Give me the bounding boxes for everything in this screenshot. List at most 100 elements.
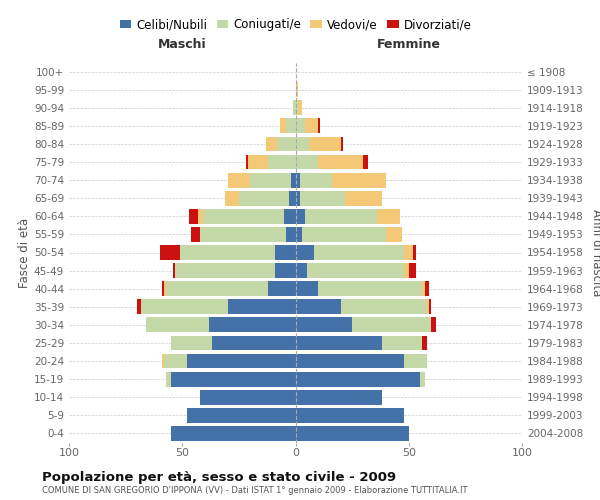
Bar [307,263,404,278]
Bar [189,209,198,224]
Bar [171,426,296,441]
Bar [341,300,427,314]
Legend: Celibi/Nubili, Coniugati/e, Vedovi/e, Divorziati/e: Celibi/Nubili, Coniugati/e, Vedovi/e, Di… [115,14,476,36]
Bar [404,354,427,368]
Bar [209,318,296,332]
Bar [298,100,302,115]
Bar [409,263,416,278]
Bar [296,100,298,115]
Bar [346,191,382,206]
Bar [225,191,239,206]
Bar [300,172,332,188]
Bar [296,372,420,386]
Bar [268,282,296,296]
Bar [352,318,431,332]
Bar [404,263,409,278]
Bar [166,282,268,296]
Bar [422,282,425,296]
Bar [296,118,305,134]
Bar [404,245,413,260]
Bar [296,209,305,224]
Y-axis label: Fasce di età: Fasce di età [18,218,31,288]
Bar [291,172,296,188]
Bar [162,282,164,296]
Bar [266,136,277,152]
Bar [309,136,341,152]
Bar [286,118,296,134]
Bar [296,408,404,423]
Bar [200,227,286,242]
Bar [250,172,291,188]
Bar [284,209,296,224]
Bar [203,209,284,224]
Bar [296,172,300,188]
Bar [227,172,250,188]
Bar [142,300,227,314]
Bar [293,100,296,115]
Bar [227,300,296,314]
Bar [431,318,436,332]
Bar [341,136,343,152]
Text: Popolazione per età, sesso e stato civile - 2009: Popolazione per età, sesso e stato civil… [42,471,396,484]
Bar [296,336,382,350]
Bar [429,300,431,314]
Bar [164,282,166,296]
Bar [146,318,209,332]
Bar [212,336,296,350]
Bar [296,245,314,260]
Bar [198,209,203,224]
Bar [162,354,164,368]
Bar [302,227,386,242]
Bar [275,245,296,260]
Bar [296,426,409,441]
Bar [280,118,286,134]
Bar [248,154,268,170]
Bar [137,300,142,314]
Bar [296,390,382,404]
Bar [191,227,200,242]
Bar [364,154,368,170]
Bar [382,336,422,350]
Bar [296,227,302,242]
Bar [268,154,296,170]
Bar [296,300,341,314]
Bar [245,154,248,170]
Bar [305,118,318,134]
Bar [286,227,296,242]
Bar [377,209,400,224]
Bar [180,245,275,260]
Bar [160,245,180,260]
Bar [296,82,298,97]
Bar [175,263,275,278]
Bar [296,191,300,206]
Bar [275,263,296,278]
Bar [420,372,425,386]
Bar [187,408,296,423]
Bar [277,136,296,152]
Y-axis label: Anni di nascita: Anni di nascita [590,209,600,296]
Bar [296,263,307,278]
Bar [318,282,422,296]
Text: Maschi: Maschi [158,38,206,51]
Bar [386,227,402,242]
Bar [332,172,386,188]
Bar [427,300,429,314]
Bar [289,191,296,206]
Bar [239,191,289,206]
Text: COMUNE DI SAN GREGORIO D'IPPONA (VV) - Dati ISTAT 1° gennaio 2009 - Elaborazione: COMUNE DI SAN GREGORIO D'IPPONA (VV) - D… [42,486,467,495]
Bar [422,336,427,350]
Bar [296,354,404,368]
Bar [296,136,309,152]
Bar [171,372,296,386]
Bar [296,154,318,170]
Text: Femmine: Femmine [377,38,441,51]
Bar [164,354,187,368]
Bar [425,282,429,296]
Bar [296,318,352,332]
Bar [314,245,404,260]
Bar [187,354,296,368]
Bar [173,263,175,278]
Bar [318,154,364,170]
Bar [166,372,171,386]
Bar [300,191,346,206]
